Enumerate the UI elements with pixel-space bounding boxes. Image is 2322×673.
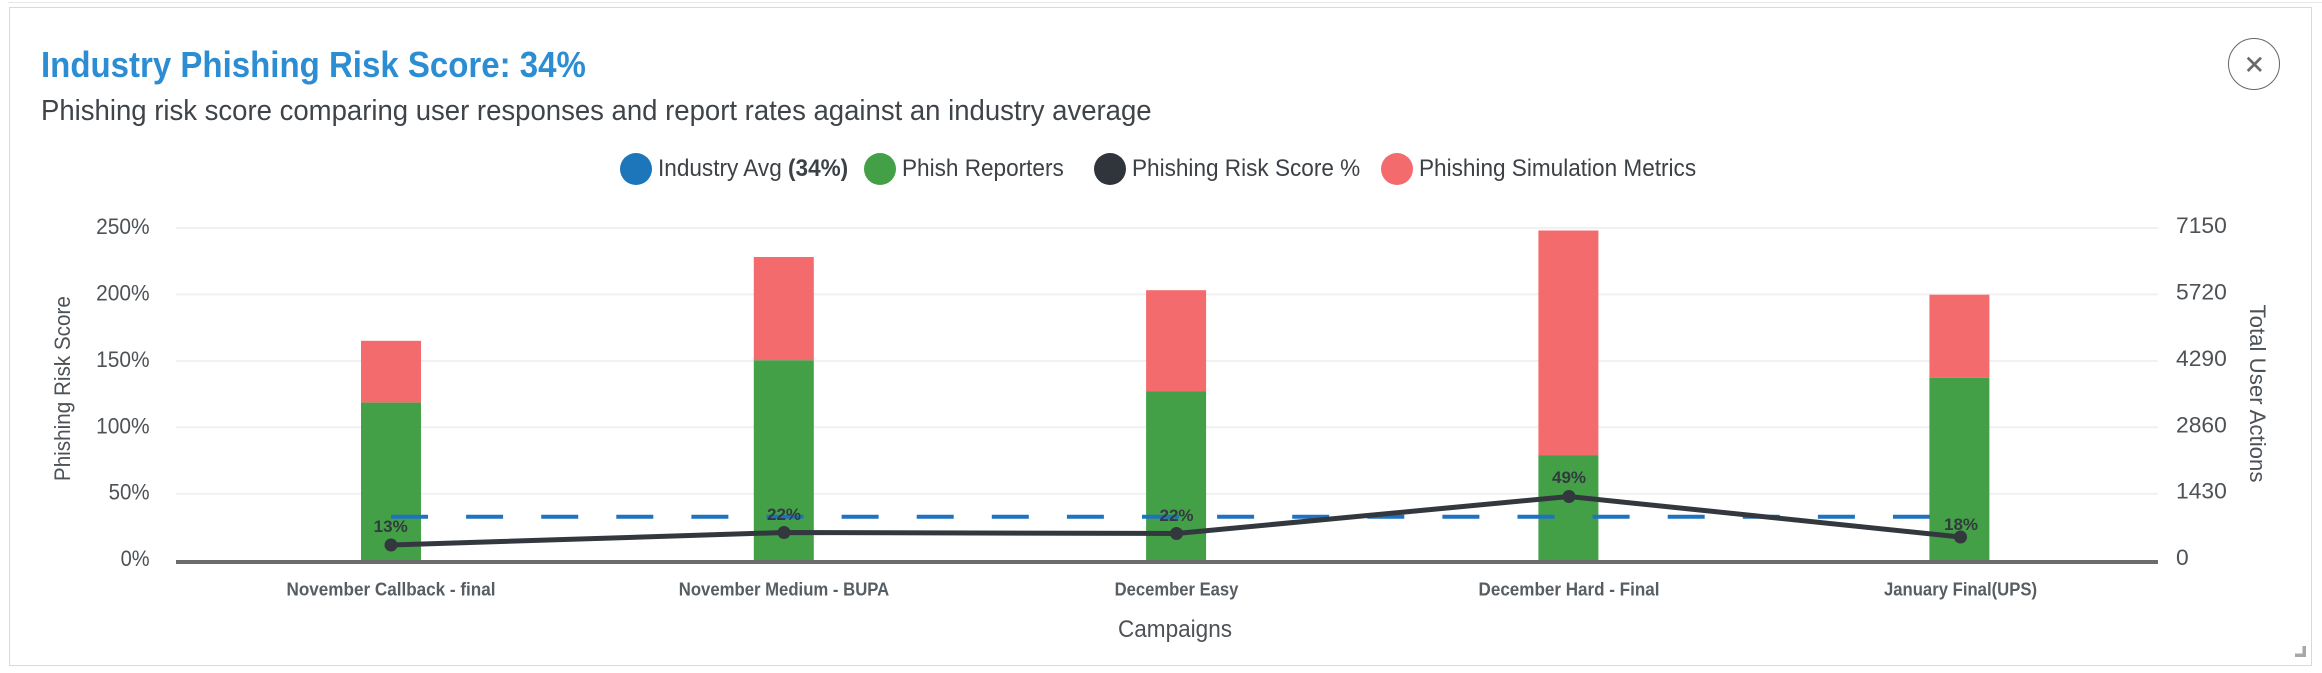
svg-text:49%: 49% — [1552, 468, 1586, 487]
svg-text:2860: 2860 — [2176, 412, 2227, 437]
svg-text:7150: 7150 — [2176, 213, 2227, 238]
svg-text:1430: 1430 — [2176, 479, 2227, 504]
svg-text:November Medium - BUPA: November Medium - BUPA — [679, 580, 890, 600]
svg-text:100%: 100% — [96, 413, 150, 438]
svg-text:January Final(UPS): January Final(UPS) — [1884, 580, 2037, 600]
svg-text:4290: 4290 — [2176, 346, 2227, 371]
svg-text:18%: 18% — [1944, 515, 1978, 534]
svg-text:200%: 200% — [96, 280, 150, 305]
svg-text:5720: 5720 — [2176, 279, 2227, 304]
svg-text:November Callback - final: November Callback - final — [287, 580, 496, 600]
svg-text:13%: 13% — [374, 517, 408, 536]
svg-text:Campaigns: Campaigns — [1118, 616, 1232, 643]
svg-text:0: 0 — [2176, 545, 2189, 570]
svg-text:250%: 250% — [96, 214, 150, 239]
svg-text:Phishing Risk Score: Phishing Risk Score — [50, 296, 75, 481]
svg-text:22%: 22% — [767, 505, 801, 524]
svg-text:0%: 0% — [121, 546, 150, 571]
svg-text:150%: 150% — [96, 347, 150, 372]
svg-text:22%: 22% — [1159, 506, 1193, 525]
svg-text:December Easy: December Easy — [1115, 580, 1239, 600]
svg-text:50%: 50% — [109, 480, 150, 505]
svg-text:Total User Actions: Total User Actions — [2245, 305, 2270, 483]
svg-text:December Hard - Final: December Hard - Final — [1479, 580, 1660, 600]
